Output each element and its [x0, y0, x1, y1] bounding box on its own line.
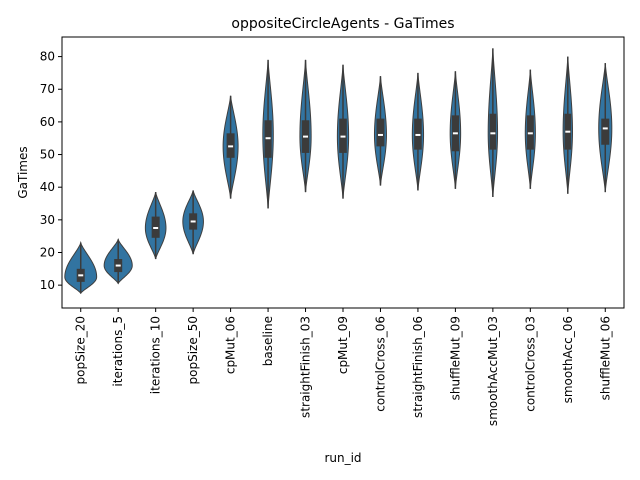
y-tick-label: 10	[40, 278, 55, 292]
x-tick-label: shuffleMut_06	[598, 316, 612, 400]
x-tick-label: smoothAccMut_03	[486, 316, 500, 426]
violin-box	[376, 118, 385, 147]
x-tick-label: iterations_10	[149, 316, 163, 394]
y-axis-ticks: 10 20 30 40 50 60 70 80	[40, 50, 62, 292]
x-tick-label: shuffleMut_09	[448, 316, 462, 400]
y-tick-label: 60	[40, 115, 55, 129]
y-tick-label: 80	[40, 50, 55, 64]
violin-box	[489, 113, 497, 150]
x-tick-label: smoothAcc_06	[561, 316, 575, 403]
x-tick-label: cpMut_06	[224, 316, 238, 374]
y-tick-label: 20	[40, 245, 55, 259]
x-tick-label: baseline	[261, 316, 275, 366]
violin-box	[601, 118, 610, 145]
x-tick-label: controlCross_03	[523, 316, 537, 412]
y-tick-label: 40	[40, 180, 55, 194]
chart-title: oppositeCircleAgents - GaTimes	[231, 16, 454, 32]
y-tick-label: 30	[40, 213, 55, 227]
plot-frame	[61, 36, 625, 309]
violins	[64, 48, 613, 295]
y-tick-label: 50	[40, 148, 55, 162]
y-axis-label: GaTimes	[16, 146, 30, 198]
x-tick-label: cpMut_09	[336, 316, 350, 374]
x-tick-label: iterations_5	[111, 316, 125, 387]
y-tick-label: 70	[40, 82, 55, 96]
x-tick-label: straightFinish_03	[299, 316, 313, 418]
x-tick-label: straightFinish_06	[411, 316, 425, 418]
x-tick-label: popSize_20	[74, 316, 88, 384]
x-tick-label: popSize_50	[186, 316, 200, 384]
x-tick-label: controlCross_06	[373, 316, 387, 412]
x-axis-ticks: popSize_20 iterations_5 iterations_10 popSi…	[74, 308, 612, 426]
x-axis-label: run_id	[324, 451, 361, 465]
